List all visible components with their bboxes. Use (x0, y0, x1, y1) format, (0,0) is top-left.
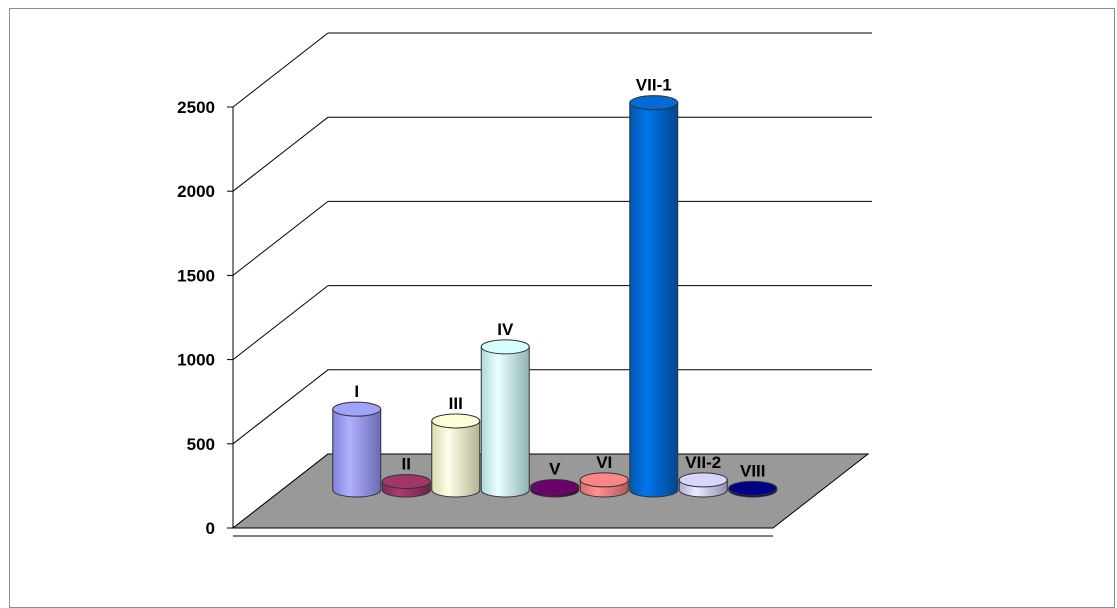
data-label: VII-1 (636, 76, 672, 95)
gridline-depth (232, 116, 329, 192)
bar-top (678, 472, 728, 488)
y-axis-ticks: 0 500 1000 1500 2000 2500 (177, 98, 215, 538)
bar-body (431, 420, 481, 498)
bar-top (629, 95, 679, 111)
chart-walls (227, 32, 872, 529)
data-label: VI (596, 453, 612, 472)
bar-body (332, 408, 382, 498)
bar-III (431, 413, 481, 498)
data-label: III (449, 394, 463, 413)
bar-top (480, 339, 530, 355)
bar-top (579, 472, 629, 488)
data-label: VIII (740, 461, 766, 480)
y-tick-label: 1500 (177, 266, 215, 285)
bar-top (332, 401, 382, 417)
bar-top (728, 480, 778, 496)
bar-VII-1 (629, 95, 679, 498)
bars (332, 95, 778, 498)
bar-VI (579, 472, 629, 498)
gridline-depth (232, 369, 329, 445)
data-label: II (402, 455, 411, 474)
gridline-depth (232, 285, 329, 360)
gridline-depth (232, 32, 329, 108)
bar-I (332, 401, 382, 498)
bar-body (629, 102, 679, 498)
gridline-depth (232, 201, 329, 276)
data-label: V (549, 460, 561, 479)
y-tick-label: 2000 (177, 182, 215, 201)
y-tick-label: 1000 (177, 351, 215, 370)
bar-VII-2 (678, 472, 728, 498)
y-tick-label: 500 (187, 435, 215, 454)
bar-body (480, 346, 530, 498)
bar-top (381, 474, 431, 490)
y-tick-label: 0 (206, 519, 215, 538)
data-label: VII-2 (685, 453, 721, 472)
data-label: IV (497, 320, 514, 339)
bar-top (530, 479, 580, 495)
bar-VIII (728, 480, 778, 498)
y-tick-label: 2500 (177, 98, 215, 117)
bar-II (381, 474, 431, 498)
bar-top (431, 413, 481, 429)
bar-V (530, 479, 580, 498)
data-label: I (354, 382, 359, 401)
bar-IV (480, 339, 530, 498)
